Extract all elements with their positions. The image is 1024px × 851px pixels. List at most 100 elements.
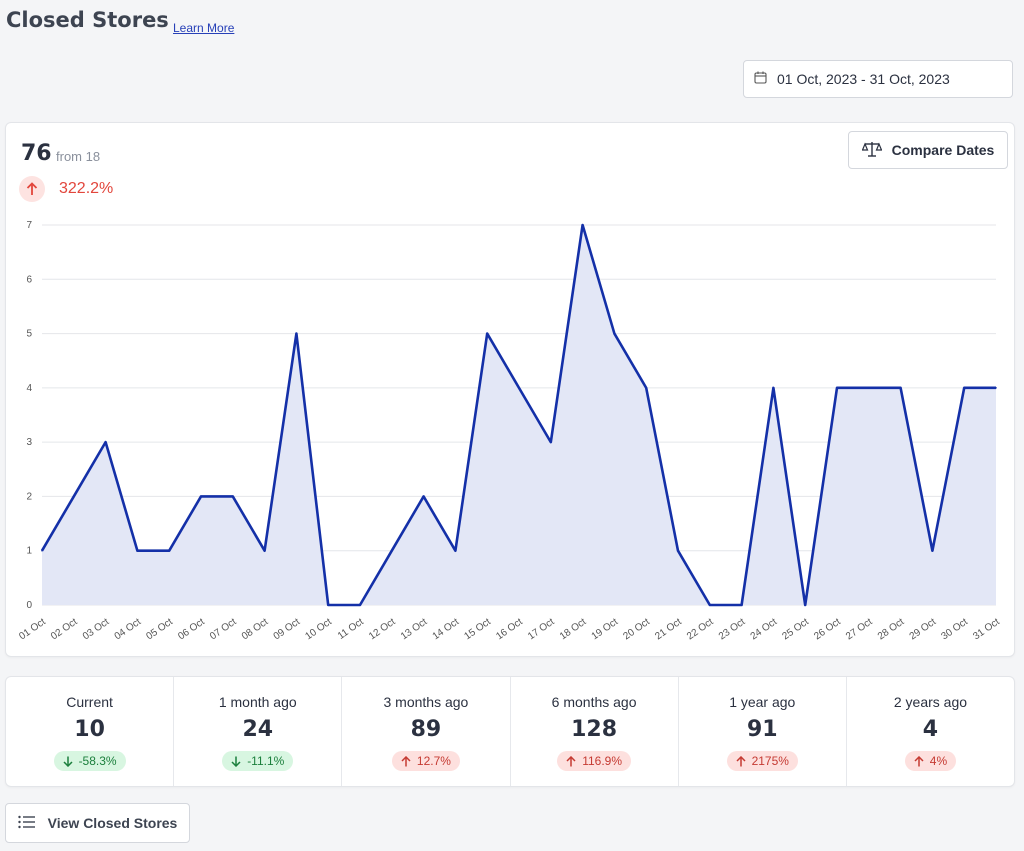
x-tick-label: 24 Oct [749, 616, 780, 642]
arrow-up-icon [566, 755, 576, 766]
data-point [518, 387, 520, 389]
data-point [836, 387, 838, 389]
x-tick-label: 11 Oct [336, 616, 366, 642]
stat-value: 10 [74, 717, 105, 742]
compare-dates-button[interactable]: Compare Dates [848, 131, 1008, 169]
data-point [359, 604, 361, 606]
stat-value: 128 [571, 717, 618, 742]
change-value: 12.7% [416, 754, 451, 768]
chart-card: 76 from 18 322.2% Compare Dates 0 1 2 3 4 5 6 7… [5, 122, 1015, 657]
x-tick-label: 31 Oct [971, 616, 1002, 642]
stat-label: 1 month ago [218, 694, 297, 710]
data-point [41, 549, 43, 552]
stat-2-years-ago: 2 years ago 4 4% [847, 677, 1014, 786]
previous-count: from 18 [56, 149, 101, 164]
area-fill [42, 225, 996, 605]
x-tick-label: 30 Oct [939, 616, 970, 642]
data-point [709, 604, 711, 606]
x-tick-label: 01 Oct [17, 616, 48, 642]
total-count: 76 [21, 141, 52, 166]
data-point [327, 604, 330, 606]
x-tick-label: 16 Oct [494, 616, 525, 642]
compare-dates-label: Compare Dates [891, 142, 995, 158]
data-point [645, 387, 647, 389]
data-point [486, 332, 489, 335]
data-point [899, 387, 902, 389]
period-stats: Current 10 -58.3% 1 month ago 24 -11.1% 3 mont… [5, 676, 1015, 787]
x-tick-label: 17 Oct [526, 616, 557, 642]
calendar-icon [754, 71, 767, 87]
stat-label: 6 months ago [551, 694, 637, 710]
data-point [931, 549, 934, 552]
data-point [868, 387, 870, 389]
x-tick-label: 02 Oct [49, 616, 80, 642]
stat-1-year-ago: 1 year ago 91 2175% [679, 677, 847, 786]
x-tick-label: 19 Oct [590, 616, 621, 642]
x-tick-label: 27 Oct [844, 616, 875, 642]
y-tick-label: 6 [26, 274, 32, 285]
stat-label: 2 years ago [893, 694, 968, 710]
learn-more-link[interactable]: Learn More [173, 21, 235, 35]
scale-icon [861, 141, 883, 160]
data-point [772, 387, 775, 389]
x-tick-label: 15 Oct [462, 616, 493, 642]
x-tick-label: 07 Oct [208, 616, 239, 642]
stat-label: 1 year ago [729, 694, 796, 710]
x-tick-label: 23 Oct [717, 616, 748, 642]
x-tick-label: 04 Oct [113, 616, 144, 642]
y-tick-label: 3 [26, 437, 32, 448]
change-badge: 12.7% [391, 751, 460, 771]
y-tick-label: 4 [26, 383, 32, 394]
data-point [995, 387, 997, 389]
stat-value: 89 [410, 717, 442, 742]
x-tick-label: 28 Oct [876, 616, 907, 642]
x-tick-label: 20 Oct [621, 616, 652, 642]
data-point [454, 549, 457, 552]
stat-label: Current [66, 694, 113, 710]
y-tick-label: 1 [26, 546, 32, 557]
stat-3-months-ago: 3 months ago 89 12.7% [342, 677, 511, 786]
x-tick-label: 25 Oct [780, 616, 811, 642]
data-point [200, 495, 202, 498]
x-tick-label: 12 Oct [367, 616, 398, 642]
change-badge: -11.1% [222, 751, 294, 771]
data-point [104, 441, 107, 443]
arrow-down-icon [231, 756, 241, 767]
stat-1-month-ago: 1 month ago 24 -11.1% [174, 677, 343, 786]
data-point [613, 332, 616, 335]
data-point [391, 549, 393, 552]
stat-value: 4 [922, 717, 939, 742]
data-point [804, 604, 806, 606]
x-tick-label: 14 Oct [431, 616, 462, 642]
list-icon [17, 815, 36, 832]
x-tick-label: 29 Oct [908, 616, 939, 642]
x-tick-label: 13 Oct [399, 616, 430, 642]
data-point [232, 495, 234, 498]
view-closed-stores-button[interactable]: View Closed Stores [5, 803, 190, 843]
date-range-picker[interactable]: 01 Oct, 2023 - 31 Oct, 2023 [743, 60, 1013, 98]
page-title: Closed Stores [6, 8, 169, 32]
change-badge: 2175% [726, 751, 798, 771]
x-tick-label: 26 Oct [812, 616, 843, 642]
data-point [168, 549, 170, 552]
data-point [963, 387, 965, 389]
data-point [73, 495, 75, 498]
change-badge: 116.9% [557, 751, 631, 771]
data-point [550, 441, 552, 443]
total-change: 322.2% [19, 176, 113, 202]
x-tick-label: 22 Oct [685, 616, 716, 642]
x-tick-label: 21 Oct [653, 616, 684, 642]
change-value: 2175% [751, 754, 789, 768]
arrow-up-icon [914, 755, 924, 766]
data-point [581, 224, 584, 226]
change-value: -58.3% [78, 754, 117, 768]
y-tick-label: 0 [26, 600, 32, 611]
change-badge: 4% [904, 751, 957, 771]
data-point [740, 604, 743, 606]
arrow-up-icon [736, 755, 746, 766]
x-tick-label: 05 Oct [144, 616, 175, 642]
x-tick-label: 09 Oct [272, 616, 303, 642]
arrow-up-icon [401, 755, 411, 766]
data-point [295, 332, 298, 335]
x-tick-label: 03 Oct [81, 616, 112, 642]
